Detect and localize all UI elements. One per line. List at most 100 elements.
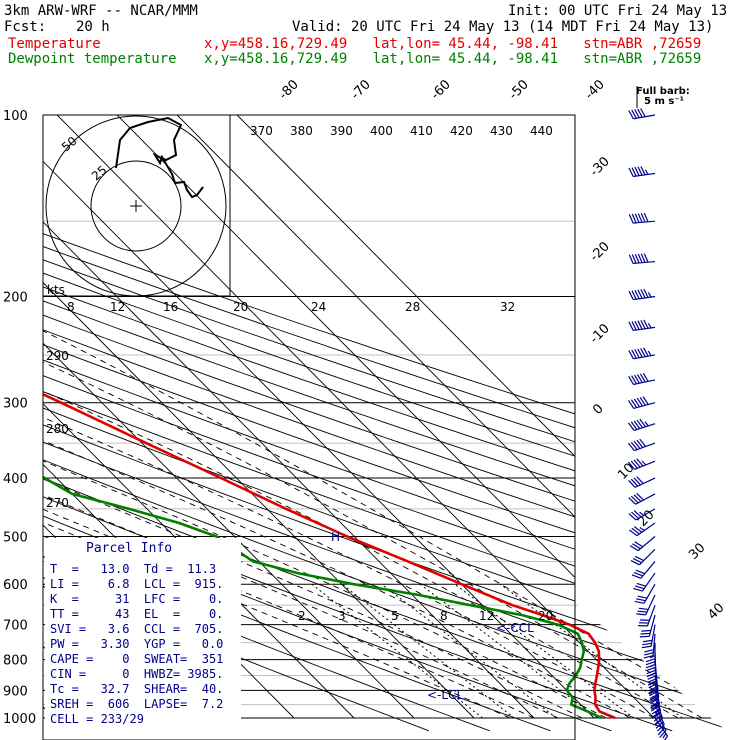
hodograph-units-label: kts <box>47 283 65 297</box>
isotherm-line <box>43 115 595 719</box>
parcel-row: PW = 3.30 YGP = 0.0 <box>50 637 223 651</box>
parcel-row: SVI = 3.6 CCL = 705. <box>50 622 223 636</box>
wind-barb <box>637 604 656 627</box>
wind-barb <box>628 319 656 332</box>
parcel-row: Tc = 32.7 SHEAR= 40. <box>50 682 223 696</box>
parcel-row: TT = 43 EL = 0. <box>50 607 223 621</box>
isotherm-label: -70 <box>348 77 374 103</box>
isotherm-label: -10 <box>587 321 613 347</box>
theta-label: 380 <box>290 124 313 138</box>
parcel-row: LI = 6.8 LCL = 915. <box>50 577 223 591</box>
mixing-ratio-label: 20 <box>538 609 553 623</box>
hodograph-speed-tick: 28 <box>405 300 420 314</box>
moist-adiabat <box>43 296 535 719</box>
mixing-ratio-line <box>311 583 483 719</box>
wind-barb <box>628 372 656 386</box>
parcel-row: CAPE = 0 SWEAT= 351 <box>50 652 223 666</box>
wind-barb <box>628 396 656 409</box>
pressure-label: 500 <box>3 530 28 545</box>
wind-barb <box>629 522 656 537</box>
wind-barb <box>627 418 656 432</box>
isotherm-line <box>43 115 415 719</box>
hodograph-speed-tick: 16 <box>163 300 178 314</box>
wind-barb <box>628 108 656 120</box>
sounding-annotation: <-CCL <box>496 621 534 635</box>
hodograph-ring-label-25: 25 <box>89 163 110 184</box>
hodograph-ring-label-50: 50 <box>59 134 80 155</box>
parcel-row: CIN = 0 HWBZ= 3985. <box>50 667 223 681</box>
moist-adiabat <box>43 296 607 719</box>
isotherm-label: 0 <box>590 401 606 417</box>
isotherm-line <box>56 115 655 719</box>
dry-adiabat <box>43 115 737 732</box>
mixing-ratio-label: 12 <box>479 609 494 623</box>
parcel-info-panel: Parcel Info T = 13.0 Td = 11.3 LI = 6.8 … <box>45 538 241 736</box>
wind-barb <box>636 594 656 616</box>
temperature-profile <box>43 115 616 720</box>
isotherm-line <box>43 115 355 719</box>
dry-adiabat <box>43 115 737 732</box>
mixing-ratio-label: 3 <box>338 609 346 623</box>
parcel-row: CELL = 233/29 <box>50 712 144 726</box>
hodograph-ring-outer <box>45 115 227 297</box>
dry-adiabat <box>43 115 737 732</box>
wind-barb <box>628 166 656 178</box>
dry-adiabat <box>43 115 430 732</box>
wind-barb <box>630 548 656 566</box>
isotherm-line <box>236 115 737 719</box>
isotherm-label: -50 <box>506 77 532 103</box>
moist-adiabat <box>43 296 655 719</box>
parcel-row: K = 31 LFC = 0. <box>50 592 223 606</box>
hodograph-speed-tick: 20 <box>233 300 248 314</box>
isotherm-line <box>43 115 535 719</box>
dewpoint-station-info: x,y=458.16,729.49 lat,lon= 45.44, -98.41… <box>204 51 702 67</box>
wind-barb <box>633 572 656 592</box>
dewpoint-legend: Dewpoint temperature <box>8 51 177 67</box>
pressure-label: 100 <box>3 109 28 124</box>
wind-barb <box>628 347 656 360</box>
parcel-row: SREH = 606 LAPSE= 7.2 <box>50 697 223 711</box>
pressure-label: 1000 <box>3 712 36 727</box>
temperature-station-info: x,y=458.16,729.49 lat,lon= 45.44, -98.41… <box>204 36 702 52</box>
theta-label-left: 280 <box>46 422 69 436</box>
mixing-ratio-label: 5 <box>391 609 399 623</box>
isotherm-label: 30 <box>686 541 708 563</box>
dry-adiabat <box>43 115 737 732</box>
dry-adiabat <box>43 115 737 732</box>
isotherm-label: 40 <box>705 601 727 623</box>
pressure-label: 300 <box>3 397 28 412</box>
pressure-label: 700 <box>3 619 28 634</box>
wind-barb <box>628 508 656 521</box>
wind-barb <box>628 212 656 224</box>
mixing-ratio-label: 8 <box>440 609 448 623</box>
mixing-ratio-line <box>454 583 635 719</box>
theta-label-left: 270 <box>46 496 69 510</box>
wind-barb <box>628 253 656 265</box>
hodograph-speed-tick: 8 <box>67 300 75 314</box>
wind-barb <box>639 614 656 638</box>
hodograph-speed-tick: 24 <box>311 300 326 314</box>
sounding-annotation: H <box>331 530 340 544</box>
dry-adiabat <box>43 115 737 732</box>
parcel-row: T = 13.0 Td = 11.3 <box>50 562 216 576</box>
hodograph-speed-tick: 12 <box>110 300 125 314</box>
mixing-ratio-label: 2 <box>298 609 306 623</box>
dry-adiabat <box>43 115 737 732</box>
hodograph-inset: 50 25 <box>43 115 231 297</box>
wind-barb <box>628 493 656 505</box>
theta-label: 440 <box>530 124 553 138</box>
wind-barb <box>643 633 656 659</box>
hodograph-speed-tick: 32 <box>500 300 515 314</box>
isotherm-label: -30 <box>587 154 613 180</box>
pressure-label: 800 <box>3 654 28 669</box>
wind-barb <box>634 583 656 604</box>
theta-label: 400 <box>370 124 393 138</box>
dry-adiabat <box>43 115 737 732</box>
theta-label: 420 <box>450 124 473 138</box>
pressure-label: 200 <box>3 291 28 306</box>
dewpoint-profile <box>43 115 603 720</box>
barb-key-label: Full barb: <box>636 86 690 97</box>
valid-time: Valid: 20 UTC Fri 24 May 13 (14 MDT Fri … <box>292 19 714 35</box>
temperature-legend: Temperature <box>8 36 101 52</box>
